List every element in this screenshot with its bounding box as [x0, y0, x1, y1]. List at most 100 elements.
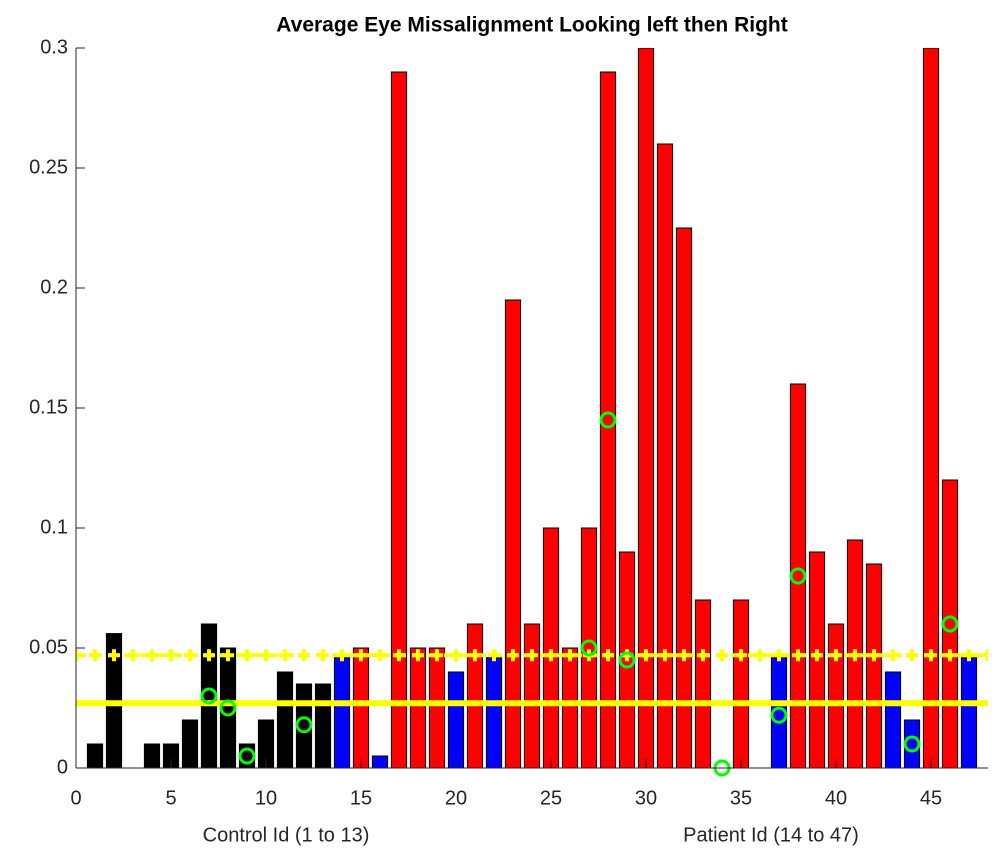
x-tick-label: 25: [540, 787, 562, 809]
reference-markers: [76, 649, 988, 662]
plus-marker: [507, 649, 519, 662]
plus-marker: [127, 649, 139, 662]
plus-marker: [450, 649, 462, 662]
bar: [276, 671, 294, 768]
bar: [428, 647, 446, 768]
plus-marker: [260, 649, 272, 662]
plus-marker: [545, 649, 557, 662]
axis-annotation: Patient Id (14 to 47): [683, 824, 859, 846]
bar: [371, 755, 389, 768]
bar: [523, 623, 541, 768]
plus-marker: [241, 649, 253, 662]
bar: [789, 383, 807, 768]
marker: [295, 716, 313, 734]
marker: [618, 651, 636, 669]
bar: [295, 683, 313, 768]
y-tick-label: 0.1: [40, 516, 68, 538]
plus-marker: [887, 649, 899, 662]
plus-marker: [792, 649, 804, 662]
plus-marker: [925, 649, 937, 662]
marker: [941, 615, 959, 633]
x-tick-label: 0: [70, 787, 81, 809]
marker: [789, 567, 807, 585]
bar: [162, 743, 180, 768]
plus-marker: [602, 649, 614, 662]
bar: [466, 623, 484, 768]
plus-marker: [412, 649, 424, 662]
marker: [200, 687, 218, 705]
plus-marker: [526, 649, 538, 662]
bar: [865, 563, 883, 768]
plus-marker: [89, 649, 101, 662]
plus-marker: [431, 649, 443, 662]
marker: [903, 735, 921, 753]
plus-marker: [982, 649, 988, 662]
plus-marker: [184, 649, 196, 662]
plus-marker: [640, 649, 652, 662]
bar: [884, 671, 902, 768]
plot-area: [76, 48, 988, 768]
y-tick-label: 0.2: [40, 276, 68, 298]
plus-marker: [754, 649, 766, 662]
bar: [409, 647, 427, 768]
bar: [675, 227, 693, 768]
y-tick-label: 0.25: [29, 156, 68, 178]
x-tick-label: 5: [165, 787, 176, 809]
plus-marker: [76, 649, 82, 662]
plus-marker: [222, 649, 234, 662]
marker: [599, 411, 617, 429]
plus-marker: [716, 649, 728, 662]
marker: [219, 699, 237, 717]
bar: [390, 71, 408, 768]
plus-marker: [735, 649, 747, 662]
x-tick-label: 30: [635, 787, 657, 809]
plus-marker: [678, 649, 690, 662]
bar: [200, 623, 218, 768]
bar: [827, 623, 845, 768]
bar: [352, 647, 370, 768]
plus-marker: [564, 649, 576, 662]
bar: [314, 683, 332, 768]
x-tick-label: 40: [825, 787, 847, 809]
bar: [504, 299, 522, 768]
x-tick-label: 45: [920, 787, 942, 809]
chart-title: Average Eye Missalignment Looking left t…: [276, 14, 787, 37]
bar: [637, 48, 655, 768]
bar: [143, 743, 161, 768]
bar: [219, 647, 237, 768]
plus-marker: [317, 649, 329, 662]
bar: [447, 671, 465, 768]
plus-marker: [146, 649, 158, 662]
bar: [333, 657, 351, 768]
plus-marker: [203, 649, 215, 662]
bar: [903, 719, 921, 768]
bar: [485, 657, 503, 768]
bar: [580, 527, 598, 768]
plus-marker: [488, 649, 500, 662]
bar: [732, 599, 750, 768]
bar: [86, 743, 104, 768]
marker: [580, 639, 598, 657]
plus-marker: [355, 649, 367, 662]
bar: [257, 719, 275, 768]
plus-marker: [469, 649, 481, 662]
bar: [542, 527, 560, 768]
x-tick-label: 20: [445, 787, 467, 809]
y-tick-label: 0: [57, 756, 68, 778]
plus-marker: [849, 649, 861, 662]
bar: [922, 48, 940, 768]
axis-annotation: Control Id (1 to 13): [203, 824, 370, 846]
x-tick-label: 15: [350, 787, 372, 809]
bar: [561, 647, 579, 768]
plus-marker: [963, 649, 975, 662]
plus-marker: [336, 649, 348, 662]
plus-marker: [374, 649, 386, 662]
x-tick-label: 10: [255, 787, 277, 809]
marker: [238, 747, 256, 765]
plus-marker: [868, 649, 880, 662]
x-tick-label: 35: [730, 787, 752, 809]
plus-marker: [659, 649, 671, 662]
y-tick-label: 0.05: [29, 636, 68, 658]
marker: [770, 706, 788, 724]
